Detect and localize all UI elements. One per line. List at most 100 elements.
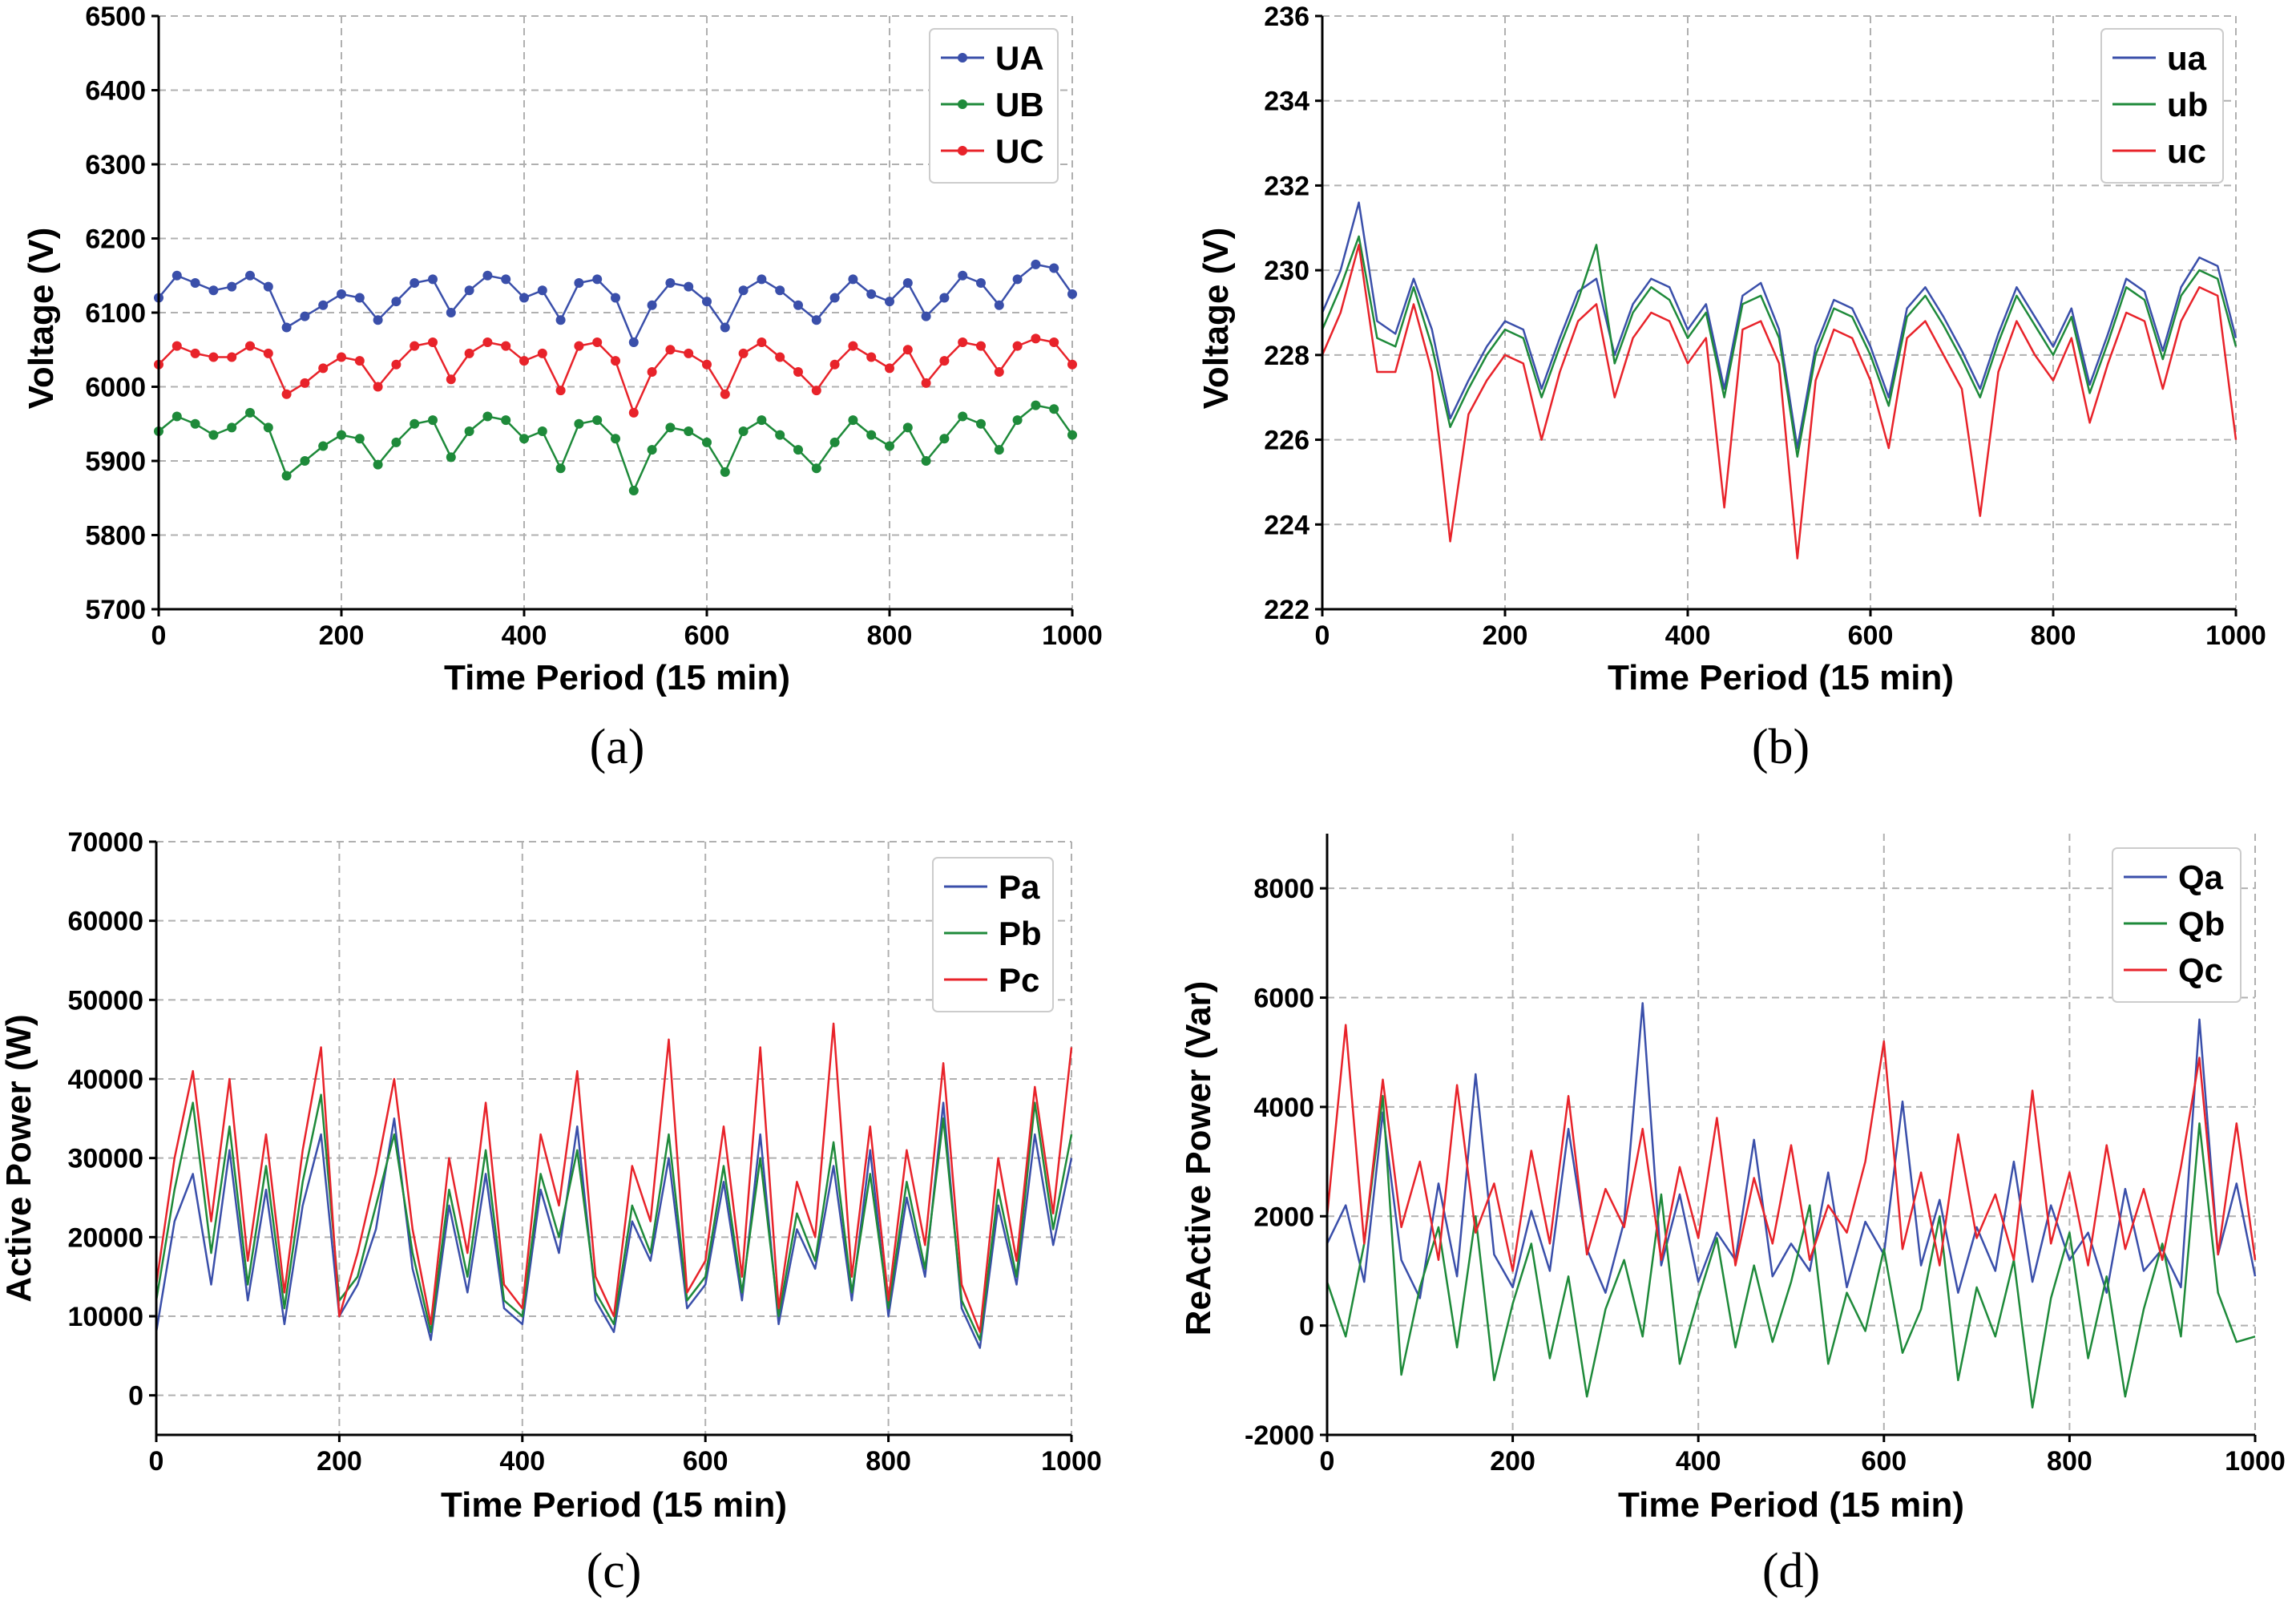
data-point-UA [866, 289, 877, 299]
data-point-UC [921, 378, 931, 388]
data-point-UB [939, 434, 950, 444]
panel-d-ylabel: ReActive Power (Var) [1179, 981, 1218, 1336]
data-point-UC [574, 341, 584, 351]
data-point-UB [775, 430, 785, 440]
y-tick-label: 228 [1264, 341, 1309, 371]
data-point-UC [885, 363, 894, 374]
x-tick-label: 200 [319, 620, 365, 651]
data-point-UB [720, 467, 730, 477]
panel-b-grid [1322, 15, 2237, 609]
data-point-UB [902, 422, 913, 433]
data-point-UA [300, 311, 310, 321]
data-point-UC [720, 389, 730, 399]
legend-label-ua: ua [2167, 39, 2207, 77]
y-tick-label: 5900 [85, 446, 146, 477]
data-point-UA [829, 293, 840, 303]
x-tick-label: 200 [1483, 620, 1528, 651]
x-tick-label: 1000 [1042, 620, 1103, 651]
panel-b-ylabel: Voltage (V) [1196, 228, 1236, 410]
y-tick-label: 6000 [1253, 984, 1314, 1014]
data-point-UB [337, 430, 346, 440]
y-tick-label: 70000 [67, 827, 143, 858]
data-point-UC [829, 359, 840, 370]
y-tick-label: 8000 [1253, 874, 1314, 904]
panel-c-caption: (c) [587, 1544, 642, 1598]
panel-c-ylabel: Active Power (W) [0, 1014, 38, 1302]
data-point-UA [738, 285, 749, 296]
data-point-UB [885, 441, 894, 451]
data-point-UB [793, 445, 803, 455]
panel-b: 0 200 400 600 800 1000 222 224 226 228 230 232 234 23… [1196, 2, 2266, 774]
y-tick-label: 224 [1264, 510, 1309, 540]
legend-label-Pb: Pb [999, 915, 1042, 952]
data-point-UB [519, 434, 529, 444]
x-tick-label: 800 [867, 620, 913, 651]
legend-label-ub: ub [2167, 86, 2208, 123]
data-point-UB [757, 415, 767, 426]
data-point-UB [555, 463, 566, 474]
data-point-UB [354, 434, 365, 444]
x-tick-label: 600 [684, 620, 730, 651]
data-point-UA [702, 297, 712, 307]
data-point-UA [684, 281, 694, 292]
panel-a-grid [159, 15, 1073, 609]
legend-label-Qa: Qa [2178, 859, 2224, 896]
data-point-UB [263, 422, 273, 433]
y-tick-label: 60000 [67, 907, 143, 937]
legend-box [2100, 28, 2224, 184]
data-point-UA [1012, 274, 1023, 285]
data-point-UA [720, 322, 730, 333]
data-point-UC [428, 337, 438, 347]
data-point-UC [793, 367, 803, 377]
data-point-UC [647, 367, 657, 377]
x-tick-label: 1000 [1041, 1446, 1102, 1477]
data-point-UA [428, 274, 438, 285]
legend-box [2112, 847, 2242, 1003]
data-point-UA [318, 300, 329, 310]
panel-a-ylabel: Voltage (V) [22, 228, 61, 410]
data-point-UB [592, 415, 603, 426]
data-point-UC [171, 341, 182, 351]
legend-marker-UA [958, 53, 967, 63]
legend-label-UC: UC [995, 132, 1044, 170]
x-tick-label: 800 [866, 1446, 911, 1477]
data-point-UA [647, 300, 657, 310]
x-tick-label: 600 [1848, 620, 1894, 651]
y-tick-label: 10000 [67, 1302, 143, 1332]
data-point-UC [939, 356, 950, 366]
data-point-UB [482, 411, 493, 422]
data-point-UC [738, 348, 749, 358]
y-tick-label: 6400 [85, 76, 146, 107]
panel-a-ticks: 0 200 400 600 800 1000 5700 5800 5900 6000 6100 620… [85, 2, 1102, 651]
data-point-UC [611, 356, 620, 366]
series-line-ub [1321, 235, 2237, 458]
y-tick-label: 6200 [85, 224, 146, 255]
panel-d-legend: Qa Qb Qc [2112, 847, 2242, 1003]
data-point-UA [902, 278, 913, 288]
series-line-Pa [155, 1101, 1073, 1349]
data-point-UB [628, 486, 639, 495]
panel-d-axes [1326, 834, 2255, 1436]
data-point-UA [939, 293, 950, 303]
data-point-UA [555, 315, 566, 325]
data-point-UC [1031, 333, 1041, 344]
data-point-UC [537, 348, 547, 358]
x-tick-label: 0 [1320, 1446, 1335, 1477]
data-point-UB [866, 430, 877, 440]
y-tick-label: 5800 [85, 521, 146, 552]
data-point-UB [1067, 430, 1077, 440]
data-point-UC [592, 337, 603, 347]
panel-c-ticks: 0 200 400 600 800 100001000020000300004000050… [67, 827, 1101, 1477]
data-point-UC [757, 337, 767, 347]
data-point-UC [482, 337, 493, 347]
data-point-UB [391, 437, 401, 447]
panel-c-axes [155, 842, 1071, 1436]
panel-b-axes [1321, 16, 2236, 611]
panel-b-legend: ua ub uc [2100, 28, 2224, 184]
data-point-UC [628, 407, 639, 418]
legend-label-Qb: Qb [2178, 905, 2225, 943]
data-point-UC [501, 341, 511, 351]
data-point-UC [208, 352, 219, 362]
data-point-UB [428, 415, 438, 426]
data-point-UA [757, 274, 767, 285]
